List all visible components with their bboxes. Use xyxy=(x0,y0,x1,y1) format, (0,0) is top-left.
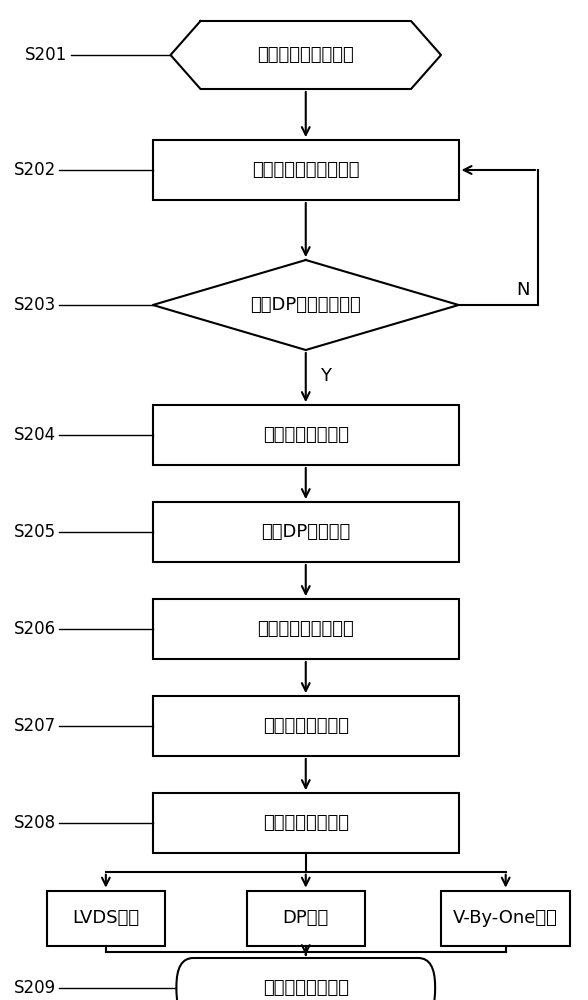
Text: V-By-One编码: V-By-One编码 xyxy=(453,909,558,927)
Bar xyxy=(441,890,570,946)
Bar xyxy=(153,502,459,562)
Bar xyxy=(153,696,459,756)
Text: S207: S207 xyxy=(14,717,56,735)
Text: 解析辅助通道信号: 解析辅助通道信号 xyxy=(263,426,349,444)
FancyBboxPatch shape xyxy=(176,958,435,1000)
Text: 液晶模组帧率适配: 液晶模组帧率适配 xyxy=(263,717,349,735)
Text: N: N xyxy=(517,281,530,299)
Text: S206: S206 xyxy=(14,620,56,638)
Bar xyxy=(153,405,459,465)
Text: 读取待测液晶模组信息: 读取待测液晶模组信息 xyxy=(252,161,359,179)
Bar xyxy=(153,140,459,200)
Text: DP编码: DP编码 xyxy=(283,909,329,927)
Polygon shape xyxy=(153,260,459,350)
Text: S209: S209 xyxy=(14,979,56,997)
Text: S204: S204 xyxy=(14,426,56,444)
Bar xyxy=(47,890,165,946)
Text: S203: S203 xyxy=(14,296,56,314)
Text: 液晶模组分辨率适配: 液晶模组分辨率适配 xyxy=(258,620,354,638)
Polygon shape xyxy=(171,21,441,89)
Text: S201: S201 xyxy=(25,46,68,64)
Text: S208: S208 xyxy=(14,814,56,832)
Text: 检测DP视频解码模块: 检测DP视频解码模块 xyxy=(250,296,361,314)
Text: 测试待测液晶模组: 测试待测液晶模组 xyxy=(263,979,349,997)
Text: S202: S202 xyxy=(14,161,56,179)
Bar xyxy=(247,890,365,946)
Text: 控制模块上电初始化: 控制模块上电初始化 xyxy=(258,46,354,64)
Text: 视频数据编码处理: 视频数据编码处理 xyxy=(263,814,349,832)
Text: Y: Y xyxy=(320,367,332,385)
Bar xyxy=(153,599,459,659)
Text: LVDS编码: LVDS编码 xyxy=(72,909,139,927)
Text: 解析DP视频信号: 解析DP视频信号 xyxy=(261,523,350,541)
Bar xyxy=(153,793,459,853)
Text: S205: S205 xyxy=(14,523,56,541)
